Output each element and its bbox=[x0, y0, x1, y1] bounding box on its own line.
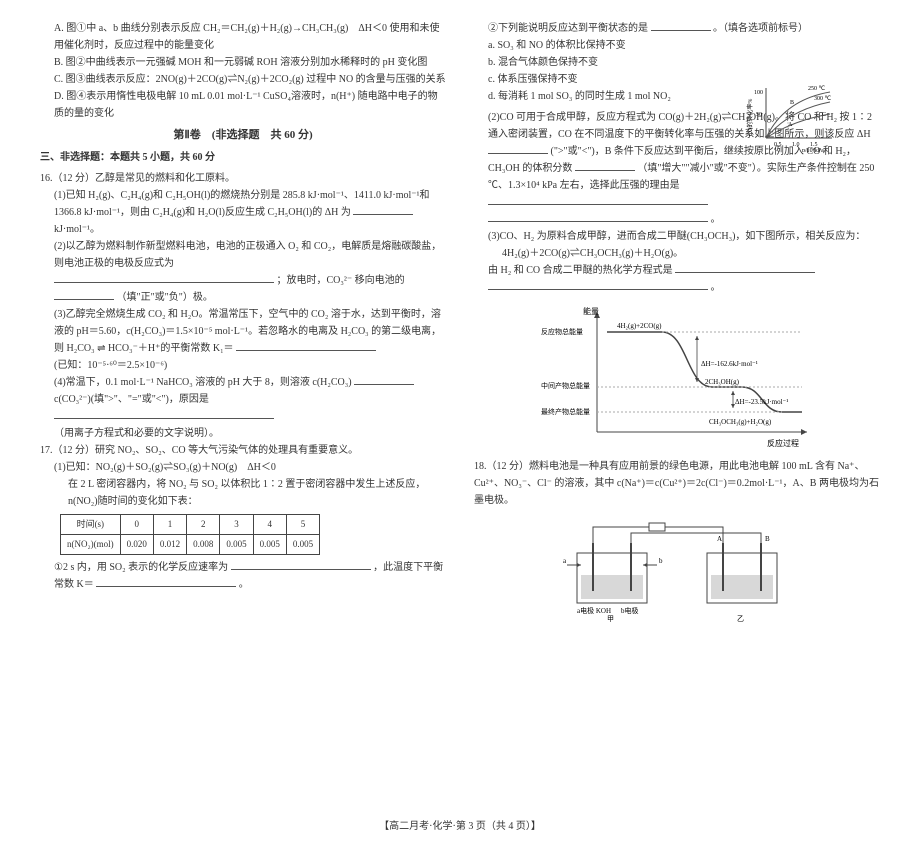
svg-text:A: A bbox=[717, 535, 722, 543]
table-cell: 0.012 bbox=[153, 534, 186, 554]
table-cell: 3 bbox=[220, 514, 253, 534]
svg-text:100: 100 bbox=[754, 90, 763, 96]
q17-3d: 。 bbox=[474, 211, 880, 228]
q17-2: ②下列能说明反应达到平衡状态的是 。（填各选项前标号） bbox=[474, 20, 880, 37]
q16-2c: （填"正"或"负"）极。 bbox=[40, 289, 446, 306]
table-cell: n(NO₂)(mol) bbox=[61, 534, 121, 554]
q16-2: (2)以乙醇为燃料制作新型燃料电池，电池的正极通入 O₂ 和 CO₂，电解质是熔… bbox=[40, 238, 446, 272]
q17: 17.（12 分）研究 NO₂、SO₂、CO 等大气污染气体的处理具有重要意义。 bbox=[40, 442, 446, 459]
svg-text:2CH₃OH(g): 2CH₃OH(g) bbox=[705, 378, 740, 386]
blank bbox=[488, 144, 548, 154]
svg-text:a电极 KOH: a电极 KOH bbox=[577, 606, 611, 615]
table-cell: 0.005 bbox=[253, 534, 286, 554]
table-cell: 5 bbox=[286, 514, 319, 534]
blank bbox=[651, 21, 711, 31]
blank bbox=[54, 273, 274, 283]
svg-text:反应物总能量: 反应物总能量 bbox=[541, 327, 583, 336]
svg-text:ΔH=-162.6kJ·mol⁻¹: ΔH=-162.6kJ·mol⁻¹ bbox=[701, 360, 758, 368]
svg-text:b电极: b电极 bbox=[621, 606, 639, 615]
circuit-diagram: a b a电极 KOH b电极 甲 A B 乙 bbox=[557, 513, 797, 623]
page-footer: 【高二月考·化学·第 3 页（共 4 页）】 bbox=[0, 817, 920, 832]
svg-text:0.5: 0.5 bbox=[774, 142, 782, 148]
table-cell: 0.008 bbox=[187, 534, 220, 554]
part2-title: 第Ⅱ卷 (非选择题 共 60 分) bbox=[40, 126, 446, 145]
q17-4b: 4H₂(g)＋2CO(g)⇌CH₃OCH₃(g)＋H₂O(g)。 bbox=[474, 245, 880, 262]
q18: 18.（12 分）燃料电池是一种具有应用前景的绿色电源，用此电池电解 100 m… bbox=[474, 458, 880, 509]
svg-text:50: 50 bbox=[756, 112, 762, 118]
svg-text:最终产物总能量: 最终产物总能量 bbox=[541, 407, 590, 416]
blank bbox=[96, 577, 236, 587]
blank bbox=[54, 409, 274, 419]
table-cell: 0.005 bbox=[286, 534, 319, 554]
svg-text:ΔH=-23.5kJ·mol⁻¹: ΔH=-23.5kJ·mol⁻¹ bbox=[735, 398, 788, 406]
svg-text:b: b bbox=[659, 557, 663, 565]
blank bbox=[353, 205, 413, 215]
blank bbox=[488, 212, 708, 222]
svg-text:p/10⁴kPa: p/10⁴kPa bbox=[802, 148, 824, 152]
svg-text:250 ℃: 250 ℃ bbox=[808, 86, 826, 92]
left-column: A. 图①中 a、b 曲线分别表示反应 CH₂＝CH₂(g)＋H₂(g)→CH₃… bbox=[40, 20, 446, 627]
blank bbox=[675, 263, 815, 273]
svg-text:300 ℃: 300 ℃ bbox=[814, 96, 832, 102]
q16-3b: (已知：10⁻⁵·⁶⁰＝2.5×10⁻⁶) bbox=[40, 357, 446, 374]
option-d: D. 图④表示用惰性电极电解 10 mL 0.01 mol·L⁻¹ CuSO₄溶… bbox=[40, 88, 446, 122]
svg-text:A: A bbox=[788, 122, 793, 128]
blank bbox=[231, 560, 371, 570]
table-cell: 4 bbox=[253, 514, 286, 534]
blank bbox=[488, 280, 708, 290]
no2-table: 时间(s)012345 n(NO₂)(mol)0.0200.0120.0080.… bbox=[60, 514, 320, 556]
q16: 16.（12 分）乙醇是常见的燃料和化工原料。 bbox=[40, 170, 446, 187]
svg-text:乙: 乙 bbox=[737, 615, 744, 623]
blank bbox=[54, 290, 114, 300]
q17-2-a: a. SO₃ 和 NO 的体积比保持不变 bbox=[474, 37, 880, 54]
svg-text:反应过程: 反应过程 bbox=[767, 438, 799, 448]
svg-text:a: a bbox=[563, 557, 567, 565]
q16-4d: （用离子方程式和必要的文字说明）。 bbox=[40, 425, 446, 442]
q16-1: (1)已知 H₂(g)、C₂H₄(g)和 C₂H₅OH(l)的燃烧热分别是 28… bbox=[40, 187, 446, 221]
svg-text:CH₃OCH₃(g)+H₂O(g): CH₃OCH₃(g)+H₂O(g) bbox=[709, 418, 772, 426]
option-a: A. 图①中 a、b 曲线分别表示反应 CH₂＝CH₂(g)＋H₂(g)→CH₃… bbox=[40, 20, 446, 54]
option-b: B. 图②中曲线表示一元强碱 MOH 和一元弱碱 ROH 溶液分别加水稀释时的 … bbox=[40, 54, 446, 71]
blank bbox=[575, 161, 635, 171]
svg-text:B: B bbox=[790, 100, 794, 106]
energy-diagram: 能量 反应过程 4H₂(g)+2CO(g) ΔH=-162.6kJ·mol⁻¹ … bbox=[537, 302, 817, 452]
q17-1a: (1)已知：NO₂(g)＋SO₂(g)⇌SO₃(g)＋NO(g) ΔH＜0 bbox=[40, 459, 446, 476]
q17-4a: (3)CO、H₂ 为原料合成甲醇，进而合成二甲醚(CH₃OCH₃)，如下图所示，… bbox=[474, 228, 880, 245]
svg-text:中间产物总能量: 中间产物总能量 bbox=[541, 381, 590, 390]
right-column: ②下列能说明反应达到平衡状态的是 。（填各选项前标号） a. SO₃ 和 NO … bbox=[474, 20, 880, 627]
table-cell: 0.020 bbox=[120, 534, 153, 554]
option-c: C. 图③曲线表示反应：2NO(g)＋2CO(g)⇌N₂(g)＋2CO₂(g) … bbox=[40, 71, 446, 88]
co-conversion-chart: 250 ℃ 300 ℃ C B A 0.5 1.0 1.5 p/10⁴kPa 1… bbox=[744, 80, 836, 152]
table-data-row: n(NO₂)(mol)0.0200.0120.0080.0050.0050.00… bbox=[61, 534, 320, 554]
q17-1c: ①2 s 内，用 SO₂ 表示的化学反应速率为 ，此温度下平衡常数 K＝ 。 bbox=[40, 559, 446, 593]
blank bbox=[236, 341, 376, 351]
table-cell: 时间(s) bbox=[61, 514, 121, 534]
q17-4d: 。 bbox=[474, 279, 880, 296]
blank bbox=[354, 375, 414, 385]
q16-3: (3)乙醇完全燃烧生成 CO₂ 和 H₂O。常温常压下，空气中的 CO₂ 溶于水… bbox=[40, 306, 446, 357]
section-3-title: 三、非选择题：本题共 5 小题，共 60 分 bbox=[40, 149, 446, 166]
table-cell: 2 bbox=[187, 514, 220, 534]
svg-text:B: B bbox=[765, 535, 770, 543]
q17-2-b: b. 混合气体颜色保持不变 bbox=[474, 54, 880, 71]
table-cell: 1 bbox=[153, 514, 186, 534]
table-cell: 0.005 bbox=[220, 534, 253, 554]
q16-4c bbox=[40, 408, 446, 425]
table-header-row: 时间(s)012345 bbox=[61, 514, 320, 534]
blank bbox=[488, 195, 708, 205]
q16-4: (4)常温下，0.1 mol·L⁻¹ NaHCO₃ 溶液的 pH 大于 8，则溶… bbox=[40, 374, 446, 408]
q16-1c: kJ·mol⁻¹。 bbox=[40, 221, 446, 238]
q16-2b: ；放电时，CO₃²⁻ 移向电池的 bbox=[40, 272, 446, 289]
svg-text:C: C bbox=[822, 112, 826, 118]
svg-text:4H₂(g)+2CO(g): 4H₂(g)+2CO(g) bbox=[617, 322, 662, 330]
svg-text:甲: 甲 bbox=[607, 615, 614, 623]
svg-text:1.0: 1.0 bbox=[792, 142, 800, 148]
svg-text:CO的转化率%: CO的转化率% bbox=[746, 99, 754, 136]
q17-1b: 在 2 L 密闭容器内，将 NO₂ 与 SO₂ 以体积比 1∶2 置于密闭容器中… bbox=[40, 476, 446, 510]
table-cell: 0 bbox=[120, 514, 153, 534]
svg-text:能量: 能量 bbox=[583, 306, 599, 316]
q17-4c: 由 H₂ 和 CO 合成二甲醚的热化学方程式是 bbox=[474, 262, 880, 279]
